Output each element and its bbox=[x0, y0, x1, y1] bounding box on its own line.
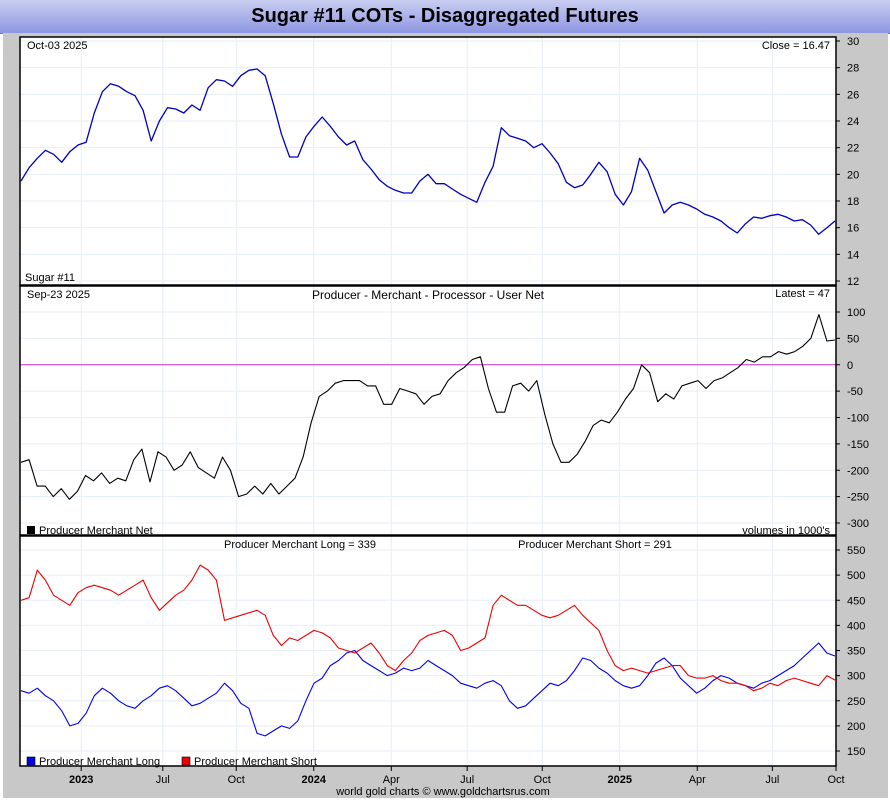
y-tick-label: -150 bbox=[847, 439, 869, 451]
footer-credit: world gold charts © www.goldchartsrus.co… bbox=[335, 786, 550, 798]
long-legend-label: Producer Merchant Long bbox=[39, 756, 160, 768]
price-close-label: Close = 16.47 bbox=[762, 40, 830, 52]
x-tick-label: Jul bbox=[156, 774, 170, 786]
series-line-sugar-11 bbox=[20, 68, 836, 235]
y-tick-label: 18 bbox=[847, 196, 859, 208]
net-legend-label: Producer Merchant Net bbox=[39, 525, 153, 537]
panel-border bbox=[19, 285, 837, 536]
y-tick-label: 26 bbox=[847, 89, 859, 101]
y-tick-label: 300 bbox=[847, 671, 865, 683]
long-legend-swatch bbox=[26, 756, 36, 766]
y-tick-label: 150 bbox=[847, 746, 865, 758]
short-title: Producer Merchant Short = 291 bbox=[518, 539, 672, 551]
y-tick-label: -250 bbox=[847, 492, 869, 504]
chart-frame: 12 14 16 18 20 22 24 26 28 30 -300 -250 -200 -150 -100… bbox=[3, 33, 888, 798]
y-tick-label: 16 bbox=[847, 223, 859, 235]
y-tick-label: 12 bbox=[847, 276, 859, 288]
chart-title: Sugar #11 COTs - Disaggregated Futures bbox=[0, 0, 890, 34]
panel-border bbox=[19, 535, 837, 767]
y-tick-label: 400 bbox=[847, 620, 865, 632]
long-title: Producer Merchant Long = 339 bbox=[224, 539, 376, 551]
y-tick-label: 500 bbox=[847, 570, 865, 582]
y-tick-label: -100 bbox=[847, 413, 869, 425]
series-line-producer-merchant-short bbox=[20, 564, 836, 692]
chart-canvas: 12 14 16 18 20 22 24 26 28 30 -300 -250 -200 -150 -100… bbox=[19, 36, 869, 798]
x-tick-label: 2023 bbox=[69, 774, 93, 786]
price-series-label: Sugar #11 bbox=[25, 272, 75, 284]
series-line-producer-merchant-net bbox=[20, 314, 836, 500]
x-tick-label: Apr bbox=[383, 774, 400, 786]
y-tick-label: 100 bbox=[847, 307, 865, 319]
y-tick-label: 14 bbox=[847, 249, 859, 261]
plot-background bbox=[20, 37, 836, 766]
panel-border bbox=[19, 36, 837, 286]
x-tick-label: Jul bbox=[460, 774, 474, 786]
volumes-note: volumes in 1000's bbox=[742, 525, 830, 537]
x-tick-label: 2025 bbox=[608, 774, 632, 786]
x-tick-label: Oct bbox=[827, 774, 844, 786]
short-legend-label: Producer Merchant Short bbox=[194, 756, 317, 768]
x-tick-label: Oct bbox=[228, 774, 245, 786]
x-tick-label: Apr bbox=[689, 774, 706, 786]
y-tick-label: 450 bbox=[847, 595, 865, 607]
y-tick-label: 20 bbox=[847, 169, 859, 181]
y-tick-label: 30 bbox=[847, 36, 859, 48]
y-tick-label: 22 bbox=[847, 143, 859, 155]
y-tick-label: -50 bbox=[847, 386, 863, 398]
x-tick-label: Jul bbox=[765, 774, 779, 786]
net-latest-label: Latest = 47 bbox=[775, 288, 830, 300]
series-line-producer-merchant-long bbox=[20, 642, 836, 737]
y-tick-label: -200 bbox=[847, 465, 869, 477]
net-panel-title: Producer - Merchant - Processor - User N… bbox=[312, 288, 545, 302]
y-tick-label: 50 bbox=[847, 333, 859, 345]
net-date-label: Sep-23 2025 bbox=[27, 289, 90, 301]
y-tick-label: 24 bbox=[847, 116, 859, 128]
x-tick-label: 2024 bbox=[302, 774, 327, 786]
short-legend-swatch bbox=[181, 756, 191, 766]
y-tick-label: 0 bbox=[847, 360, 853, 372]
y-tick-label: 200 bbox=[847, 721, 865, 733]
y-tick-label: 28 bbox=[847, 63, 859, 75]
price-date-label: Oct-03 2025 bbox=[27, 40, 88, 52]
y-tick-label: 550 bbox=[847, 545, 865, 557]
x-tick-label: Oct bbox=[534, 774, 551, 786]
y-tick-label: 250 bbox=[847, 696, 865, 708]
y-tick-label: 350 bbox=[847, 646, 865, 658]
y-tick-label: -300 bbox=[847, 518, 869, 530]
net-legend-swatch bbox=[27, 526, 35, 534]
